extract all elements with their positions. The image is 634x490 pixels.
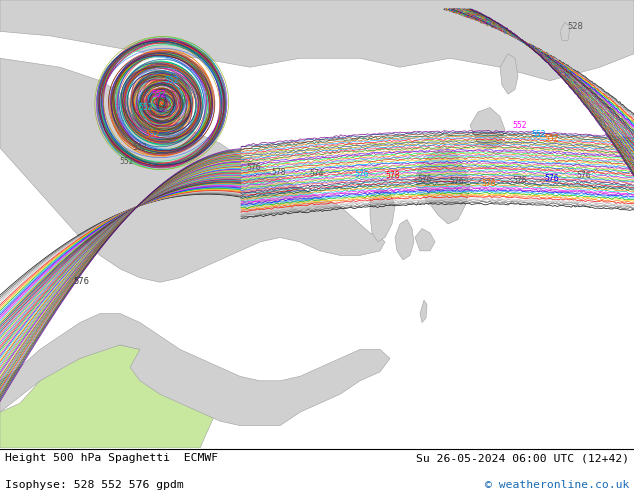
Polygon shape — [0, 58, 385, 282]
Text: 576: 576 — [246, 164, 261, 172]
Text: 552: 552 — [120, 157, 134, 166]
Polygon shape — [0, 345, 220, 448]
Text: 576: 576 — [449, 177, 464, 186]
Text: 576: 576 — [576, 171, 591, 180]
Polygon shape — [370, 188, 395, 242]
Text: 576: 576 — [417, 175, 432, 184]
Polygon shape — [0, 314, 390, 426]
Text: 552: 552 — [532, 130, 546, 139]
Text: 552: 552 — [145, 130, 159, 139]
Text: 574: 574 — [309, 170, 325, 178]
Text: 552: 552 — [139, 103, 153, 112]
Polygon shape — [415, 228, 435, 251]
Text: 552: 552 — [133, 144, 146, 152]
Polygon shape — [415, 148, 470, 224]
Text: © weatheronline.co.uk: © weatheronline.co.uk — [484, 480, 629, 490]
Text: Su 26-05-2024 06:00 UTC (12+42): Su 26-05-2024 06:00 UTC (12+42) — [416, 453, 629, 463]
Polygon shape — [395, 220, 414, 260]
Text: 552: 552 — [152, 90, 165, 98]
Text: Height 500 hPa Spaghetti  ECMWF: Height 500 hPa Spaghetti ECMWF — [5, 453, 218, 463]
Text: Isophyse: 528 552 576 gpdm: Isophyse: 528 552 576 gpdm — [5, 480, 184, 490]
Polygon shape — [560, 23, 570, 40]
Polygon shape — [0, 0, 634, 81]
Text: 552: 552 — [164, 76, 178, 85]
Text: 578: 578 — [272, 168, 286, 177]
Text: 576: 576 — [73, 277, 89, 287]
Text: 576: 576 — [544, 174, 559, 183]
Text: 576: 576 — [354, 170, 369, 179]
Polygon shape — [470, 107, 505, 148]
Text: 528: 528 — [567, 22, 583, 31]
Text: 576: 576 — [481, 179, 496, 188]
Text: 552: 552 — [513, 121, 527, 130]
Text: 578: 578 — [386, 171, 400, 180]
Text: 552: 552 — [545, 134, 559, 144]
Text: 576: 576 — [512, 175, 527, 185]
Polygon shape — [420, 300, 427, 322]
Polygon shape — [500, 54, 518, 94]
